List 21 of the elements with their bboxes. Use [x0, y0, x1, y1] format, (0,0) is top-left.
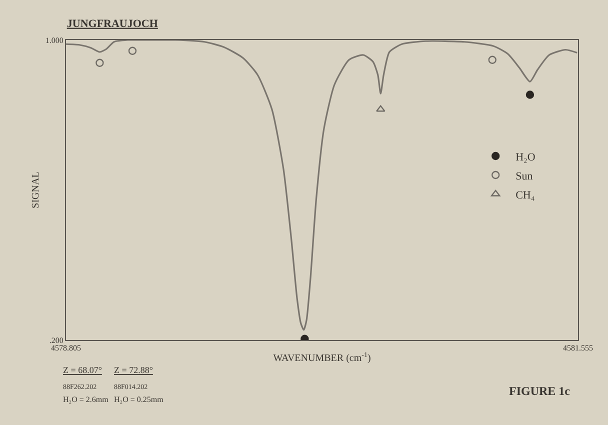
text: Z = 68.07°: [63, 365, 102, 375]
x-tick-label: 4578.805: [51, 344, 81, 353]
point: [96, 58, 104, 67]
text: H₂O = 2.6mm: [63, 395, 110, 404]
legend-label: CH₄: [516, 189, 535, 202]
y-tick-label: .200: [49, 336, 64, 345]
point: [376, 105, 386, 112]
x-axis-title: WAVENUMBER (cm$^{-1}$): [273, 350, 371, 364]
legend-label: Sun: [516, 170, 534, 182]
line-series: [66, 40, 578, 331]
point: [526, 90, 534, 99]
x-tick-label: 4581.555: [563, 344, 593, 353]
caption: FIGURE 1c: [509, 384, 571, 398]
y-tick-label: 1.000: [45, 36, 64, 45]
point: [488, 56, 496, 64]
text: Z = 72.88°: [114, 365, 154, 375]
chart-title: JUNGFRAUJOCH: [66, 18, 158, 30]
text: H₂O = 0.25mm: [114, 395, 164, 404]
legend-label: H₂O: [516, 151, 536, 164]
point: [128, 46, 137, 55]
y-axis-title: SIGNAL: [30, 172, 42, 208]
